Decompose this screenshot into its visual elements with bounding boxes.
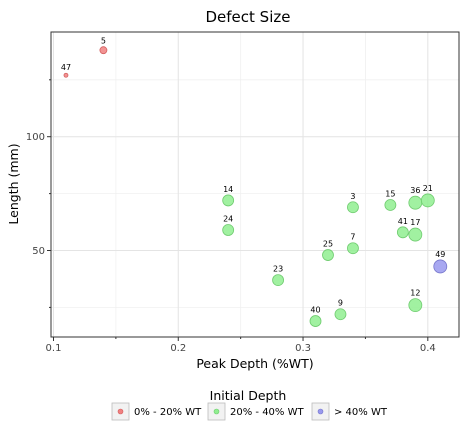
data-point-label: 47 (61, 63, 71, 72)
data-point (396, 226, 409, 239)
data-point (272, 274, 284, 286)
legend-key-marker (117, 408, 124, 415)
data-point (322, 249, 334, 261)
y-tick-label: 50 (32, 246, 45, 257)
y-axis-title: Length (mm) (6, 143, 21, 224)
x-axis-ticks: 0.1 0.2 0.3 0.4 (46, 337, 436, 354)
y-tick-label: 100 (26, 132, 45, 143)
plot-area: 47 5 14 24 23 40 25 9 3 7 15 41 36 17 12 21 49 (50, 31, 460, 338)
data-point (347, 201, 359, 214)
data-point-label: 15 (385, 189, 395, 198)
data-point-label: 41 (398, 217, 408, 226)
data-point (222, 224, 235, 236)
data-point-label: 3 (350, 192, 355, 201)
data-point (347, 242, 359, 255)
data-point (433, 259, 448, 274)
x-axis-title: Peak Depth (%WT) (196, 356, 313, 371)
data-point (334, 308, 347, 321)
gridlines (51, 32, 459, 337)
data-point (222, 194, 235, 207)
data-point (420, 193, 435, 208)
legend-title: Initial Depth (210, 388, 287, 403)
plot-background (51, 32, 459, 337)
data-point-label: 40 (310, 306, 320, 315)
legend: 0% - 20% WT 20% - 40% WT > 40% WT (111, 402, 388, 421)
data-point-label: 12 (410, 289, 420, 298)
data-point-label: 36 (410, 186, 420, 195)
legend-label: > 40% WT (334, 407, 388, 418)
data-point (408, 195, 423, 210)
data-point-label: 7 (350, 233, 355, 242)
y-axis-ticks: 50 100 (26, 79, 51, 308)
data-point-label: 24 (223, 215, 233, 224)
x-tick-label: 0.3 (295, 343, 311, 354)
data-point (309, 315, 322, 327)
legend-label: 20% - 40% WT (230, 407, 304, 418)
legend-label: 0% - 20% WT (134, 407, 202, 418)
data-points: 47 5 14 24 23 40 25 9 3 7 15 41 36 17 12 21 49 (61, 37, 448, 327)
x-tick-label: 0.1 (46, 343, 62, 354)
legend-key-marker (213, 408, 220, 415)
plot-frame (50, 31, 460, 338)
data-point (408, 227, 423, 242)
data-point (408, 298, 423, 313)
x-tick-label: 0.2 (170, 343, 186, 354)
x-tick-label: 0.4 (420, 343, 436, 354)
data-point (384, 199, 397, 211)
data-point-label: 25 (323, 240, 333, 249)
data-point (63, 72, 69, 78)
data-point-label: 9 (338, 299, 343, 308)
data-point (99, 46, 108, 55)
data-point-label: 17 (410, 218, 420, 227)
data-point-label: 5 (101, 37, 106, 46)
data-point-label: 14 (223, 185, 233, 194)
data-point-label: 23 (273, 265, 283, 274)
legend-key-marker (317, 408, 324, 415)
data-point-label: 49 (435, 250, 445, 259)
data-point-label: 21 (423, 184, 433, 193)
chart-title: Defect Size (206, 8, 291, 26)
